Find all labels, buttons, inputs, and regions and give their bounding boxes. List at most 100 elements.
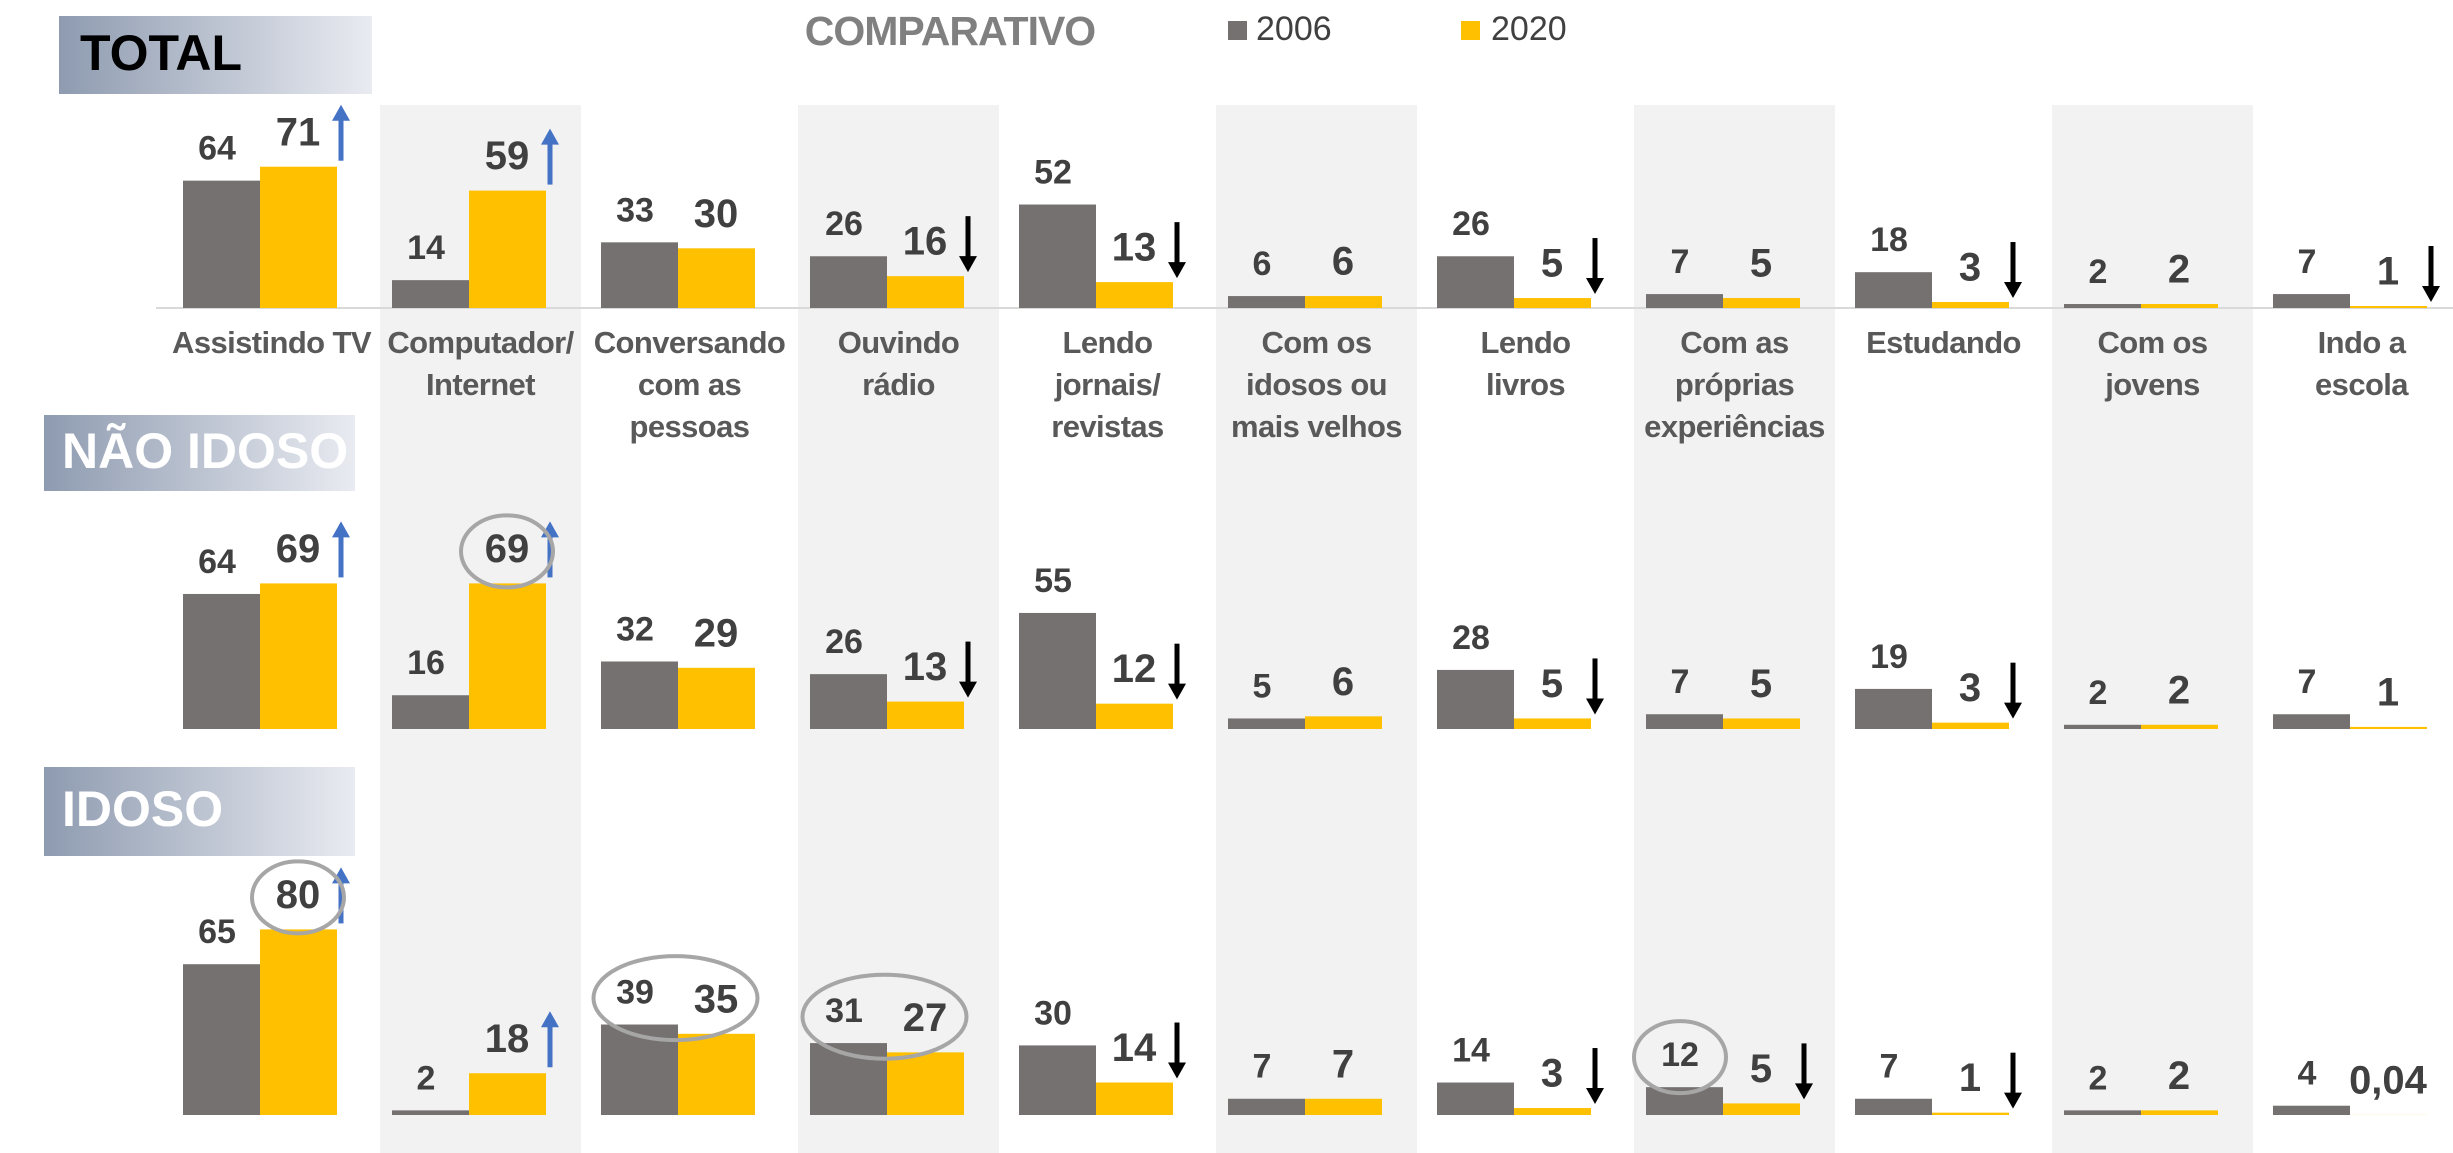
data-label: 27 — [903, 996, 948, 1040]
bar — [260, 929, 337, 1115]
legend-label: 2006 — [1256, 10, 1332, 48]
data-label: 3 — [1541, 1052, 1563, 1096]
panel-title: NÃO IDOSO — [62, 423, 348, 479]
x-tick-label: Com os idosos ou mais velhos — [1231, 325, 1402, 444]
column-band — [2052, 105, 2253, 1153]
bar — [260, 583, 337, 729]
data-label: 69 — [485, 527, 530, 571]
data-label: 7 — [2298, 663, 2317, 701]
x-tick-label: Ouvindo rádio — [837, 325, 960, 402]
data-label: 2 — [2089, 253, 2108, 291]
data-label: 16 — [407, 644, 445, 682]
bar — [183, 593, 260, 729]
trend-arrow-head — [1168, 262, 1186, 279]
bar — [1096, 1082, 1173, 1115]
bar — [1723, 718, 1800, 729]
bar — [1514, 298, 1591, 308]
data-label: 7 — [1671, 663, 1690, 701]
trend-arrow-head — [541, 128, 559, 145]
panel-title: IDOSO — [62, 781, 223, 837]
x-tick-label: Assistindo TV — [172, 325, 372, 360]
bar — [2064, 304, 2141, 308]
data-label: 5 — [1541, 242, 1563, 286]
bar — [678, 248, 755, 308]
bar — [469, 1073, 546, 1115]
data-label: 7 — [1332, 1042, 1354, 1086]
bar — [2350, 306, 2427, 308]
data-label: 28 — [1452, 619, 1490, 657]
data-label: 2 — [2089, 1059, 2108, 1097]
data-label: 33 — [616, 191, 654, 229]
x-tick-label: Estudando — [1866, 325, 2021, 360]
data-label: 39 — [616, 974, 654, 1012]
data-label: 6 — [1253, 245, 1272, 283]
bar — [2064, 1110, 2141, 1115]
data-label: 30 — [694, 192, 739, 236]
panel-header — [44, 767, 355, 856]
trend-arrow-head — [959, 681, 977, 698]
background — [380, 105, 2253, 1153]
column-band — [1216, 105, 1417, 1153]
data-label: 7 — [1253, 1048, 1272, 1086]
legend-label: 2020 — [1491, 10, 1567, 48]
bar — [1855, 272, 1932, 308]
x-tick-label: Indo a escola — [2315, 325, 2409, 402]
bar — [1096, 282, 1173, 308]
bar — [810, 674, 887, 729]
panel-title: TOTAL — [80, 25, 242, 81]
data-label: 59 — [485, 134, 530, 178]
trend-arrow-head — [1795, 1083, 1813, 1100]
data-label: 26 — [825, 205, 863, 243]
data-label: 6 — [1332, 240, 1354, 284]
bar — [392, 280, 469, 308]
data-label: 3 — [1959, 246, 1981, 290]
data-label: 2 — [2168, 668, 2190, 712]
bar — [887, 276, 964, 308]
bar — [2273, 1105, 2350, 1115]
bar — [2273, 714, 2350, 729]
bar — [1019, 204, 1096, 308]
data-label: 13 — [903, 645, 948, 689]
data-label: 13 — [1112, 226, 1157, 270]
bar — [678, 1033, 755, 1115]
data-label: 29 — [694, 611, 739, 655]
bar — [887, 1052, 964, 1115]
highlight-circle — [459, 513, 555, 590]
data-label: 52 — [1034, 154, 1072, 192]
data-label: 18 — [1870, 221, 1908, 259]
data-label: 69 — [276, 527, 321, 571]
trend-arrow-head — [2004, 282, 2022, 299]
trend-arrow-head — [1168, 1062, 1186, 1079]
trend-arrow-head — [1586, 698, 1604, 715]
trend-arrow-head — [1586, 278, 1604, 295]
data-label: 19 — [1870, 638, 1908, 676]
bar — [678, 667, 755, 729]
data-label: 7 — [1880, 1048, 1899, 1086]
column-band — [1634, 105, 1835, 1153]
data-label: 64 — [198, 543, 236, 581]
bar — [1019, 612, 1096, 729]
data-label: 7 — [2298, 243, 2317, 281]
data-label: 32 — [616, 610, 654, 648]
trend-arrow-head — [959, 256, 977, 273]
data-label: 30 — [1034, 994, 1072, 1032]
bar — [1437, 1082, 1514, 1115]
legend-swatch — [1228, 21, 1247, 40]
bar — [1437, 669, 1514, 729]
bar — [183, 180, 260, 308]
data-label: 5 — [1750, 242, 1772, 286]
bar — [2141, 1110, 2218, 1115]
trend-arrow-head — [2004, 702, 2022, 719]
data-label: 2 — [2089, 674, 2108, 712]
bar — [1019, 1045, 1096, 1115]
data-label: 14 — [1112, 1026, 1157, 1070]
data-label: 14 — [407, 229, 445, 267]
trend-arrow-head — [2422, 286, 2440, 303]
legend-swatch — [1461, 21, 1480, 40]
highlight-circle — [1632, 1019, 1728, 1096]
data-label: 14 — [1452, 1032, 1490, 1070]
data-label: 2 — [2168, 248, 2190, 292]
data-label: 55 — [1034, 562, 1072, 600]
x-tick-label: Com as próprias experiências — [1644, 325, 1825, 444]
bar — [1305, 716, 1382, 729]
